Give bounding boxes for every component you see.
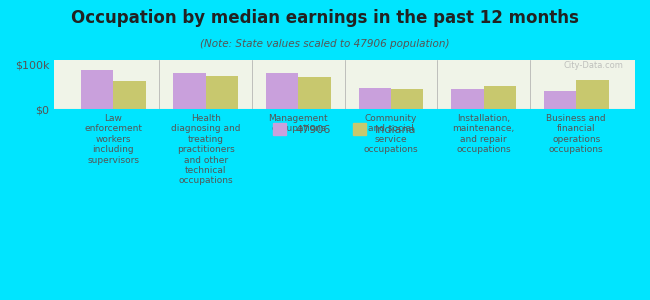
Bar [206,76,238,109]
Bar [298,76,331,109]
Text: (Note: State values scaled to 47906 population): (Note: State values scaled to 47906 popu… [200,39,450,49]
Bar [266,74,298,109]
Bar [359,88,391,109]
Bar [544,91,576,109]
Legend: 47906, Indiana: 47906, Indiana [268,119,421,139]
Bar [174,73,206,109]
Bar [391,89,423,109]
Bar [484,86,516,109]
Bar [576,80,608,109]
Bar [113,82,146,109]
Text: Occupation by median earnings in the past 12 months: Occupation by median earnings in the pas… [71,9,579,27]
Bar [81,70,113,109]
Bar [451,88,484,109]
Text: City-Data.com: City-Data.com [564,61,623,70]
